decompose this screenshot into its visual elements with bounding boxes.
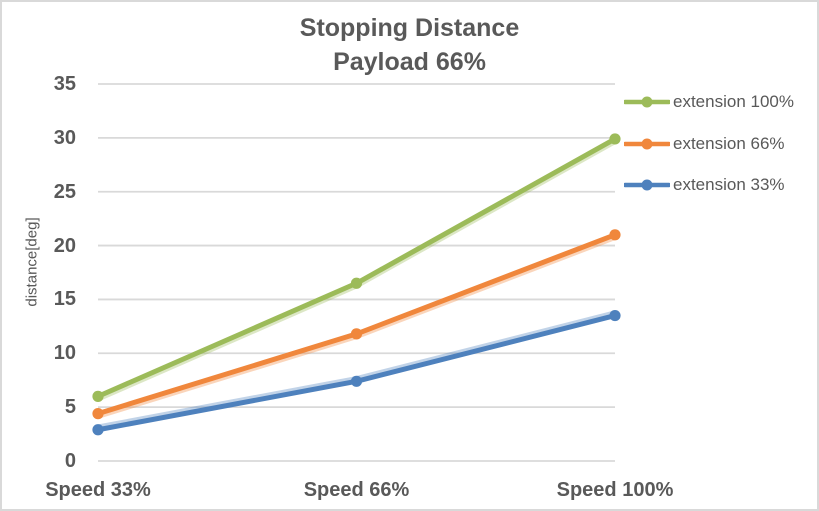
y-tick-label: 20	[53, 234, 76, 257]
y-tick-label: 35	[53, 73, 76, 95]
y-tick-label: 5	[64, 396, 76, 419]
legend-line-marker-icon	[624, 179, 670, 191]
legend-item-extension-100: extension 100%	[624, 90, 794, 114]
legend-line-marker-icon	[624, 138, 670, 150]
legend-item-extension-33: extension 33%	[624, 173, 785, 197]
y-tick-label: 25	[53, 180, 76, 203]
x-category-label: Speed 33%	[45, 479, 151, 501]
data-point-marker	[92, 390, 104, 402]
data-point-marker	[609, 309, 621, 322]
legend-label: extension 100%	[673, 92, 794, 111]
legend-label: extension 33%	[673, 175, 785, 194]
data-point-marker	[350, 375, 363, 387]
legend-line-marker-icon	[624, 96, 670, 108]
data-point-marker	[609, 229, 621, 241]
y-tick-label: 10	[53, 342, 76, 365]
y-tick-label: 15	[53, 288, 76, 311]
legend-item-extension-66: extension 66%	[624, 132, 785, 156]
data-point-marker	[350, 277, 363, 289]
data-point-marker	[92, 424, 104, 436]
x-category-label: Speed 100%	[556, 479, 674, 501]
x-category-label: Speed 66%	[303, 479, 410, 501]
y-tick-label: 0	[64, 450, 76, 472]
legend-label: extension 66%	[673, 134, 785, 153]
y-tick-label: 30	[53, 126, 76, 149]
data-point-marker	[350, 328, 363, 340]
data-point-marker	[609, 133, 621, 145]
data-point-marker	[92, 408, 104, 420]
